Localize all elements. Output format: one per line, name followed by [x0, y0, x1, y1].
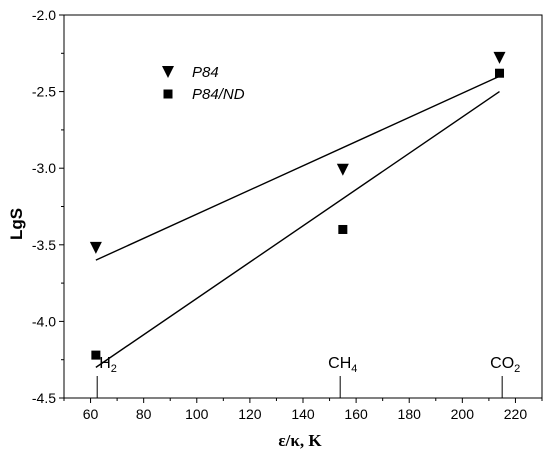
square-marker — [495, 68, 505, 78]
legend-label: P84 — [192, 64, 219, 81]
triangle-marker — [89, 241, 102, 254]
y-tick-label: -4.0 — [32, 313, 56, 329]
square-marker — [163, 89, 173, 99]
x-tick-label: 60 — [83, 406, 99, 422]
y-tick-label: -3.0 — [32, 160, 56, 176]
square-marker — [338, 224, 348, 234]
data-points — [89, 51, 506, 360]
x-tick-label: 200 — [451, 406, 475, 422]
y-tick-label: -4.5 — [32, 390, 56, 406]
gas-annotations: H2 CH4 CO2 — [96, 355, 520, 398]
legend-label: P84/ND — [192, 86, 245, 103]
x-tick-label: 120 — [238, 406, 262, 422]
x-tick-label: 80 — [136, 406, 152, 422]
triangle-marker — [162, 66, 174, 78]
annotation-label: H2 — [99, 355, 117, 375]
fit-line-triangle-down — [95, 75, 500, 261]
square-marker — [91, 350, 101, 360]
fit-line-square — [95, 91, 500, 368]
x-axis-title: ε/κ, K — [278, 431, 322, 450]
axes: 60 80 100 120 140 160 180 200 220 -2.0 -2.5 -3.0 -3.… — [32, 7, 543, 422]
x-tick-label: 180 — [398, 406, 422, 422]
y-tick-label: -2.0 — [32, 7, 56, 23]
annotation-label: CH4 — [328, 355, 357, 375]
y-tick-label: -3.5 — [32, 237, 56, 253]
x-tick-label: 160 — [344, 406, 368, 422]
x-tick-label: 100 — [185, 406, 209, 422]
legend: P84 P84/ND — [162, 64, 245, 103]
annotation-label: CO2 — [490, 355, 520, 375]
x-tick-label: 220 — [504, 406, 528, 422]
x-tick-label: 140 — [291, 406, 315, 422]
y-axis-title: LgS — [7, 208, 26, 240]
triangle-marker — [336, 163, 349, 176]
fit-lines — [95, 75, 500, 368]
triangle-marker — [493, 51, 506, 64]
y-tick-label: -2.5 — [32, 84, 56, 100]
